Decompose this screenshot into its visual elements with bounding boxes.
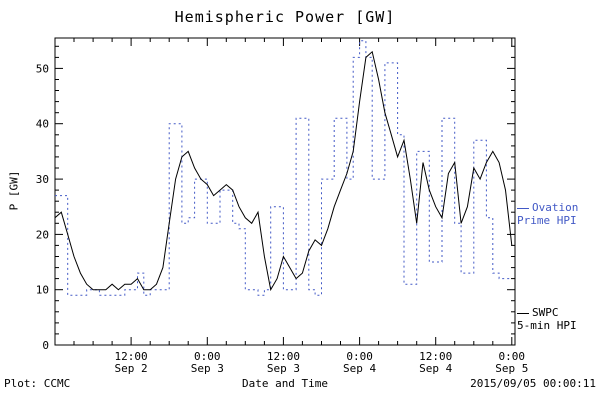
svg-text:Sep 3: Sep 3 bbox=[191, 362, 224, 375]
svg-text:12:00: 12:00 bbox=[419, 350, 452, 363]
svg-text:20: 20 bbox=[36, 228, 49, 241]
svg-text:10: 10 bbox=[36, 284, 49, 297]
chart-title: Hemispheric Power [GW] bbox=[174, 8, 396, 26]
svg-text:0:00: 0:00 bbox=[346, 350, 373, 363]
svg-text:0:00: 0:00 bbox=[194, 350, 221, 363]
svg-text:50: 50 bbox=[36, 62, 49, 75]
legend-ovation: Ovation Prime HPI bbox=[517, 201, 599, 227]
svg-text:Sep 2: Sep 2 bbox=[115, 362, 148, 375]
x-axis-label: Date and Time bbox=[241, 377, 329, 390]
svg-text:0: 0 bbox=[42, 339, 49, 352]
svg-text:0:00: 0:00 bbox=[499, 350, 526, 363]
svg-text:30: 30 bbox=[36, 173, 49, 186]
legend-swpc-label-line1: SWPC bbox=[532, 306, 559, 319]
svg-text:Sep 5: Sep 5 bbox=[495, 362, 528, 375]
plot-timestamp: 2015/09/05 00:00:11 bbox=[470, 377, 596, 390]
plot-source-label: Plot: CCMC bbox=[4, 377, 71, 390]
svg-text:12:00: 12:00 bbox=[115, 350, 148, 363]
svg-text:12:00: 12:00 bbox=[267, 350, 300, 363]
legend-swpc-label-line2: 5-min HPI bbox=[517, 319, 577, 332]
legend-ovation-label-line1: Ovation bbox=[532, 201, 579, 214]
svg-text:Sep 4: Sep 4 bbox=[343, 362, 376, 375]
legend-swpc: SWPC 5-min HPI bbox=[517, 306, 599, 332]
legend-swpc-line-sample bbox=[517, 312, 529, 314]
svg-text:40: 40 bbox=[36, 118, 49, 131]
svg-text:Sep 3: Sep 3 bbox=[267, 362, 300, 375]
legend-ovation-label-line2: Prime HPI bbox=[517, 214, 577, 227]
svg-text:Sep 4: Sep 4 bbox=[419, 362, 452, 375]
legend-ovation-line-sample bbox=[517, 207, 529, 209]
